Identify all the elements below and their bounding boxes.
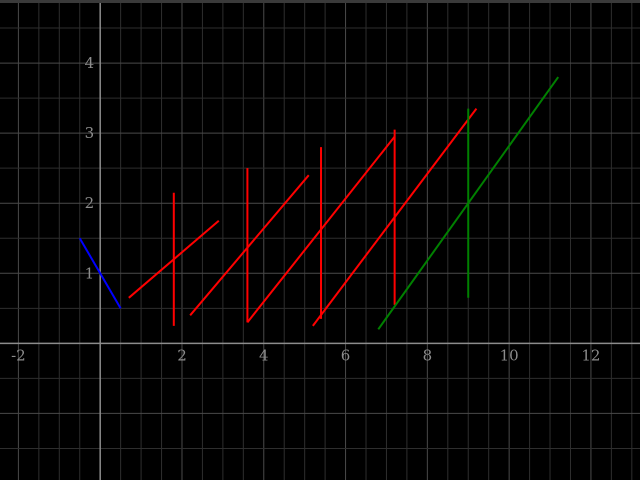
segments [78, 76, 560, 330]
y-tick-label: 4 [85, 54, 95, 72]
x-tick-label: 12 [581, 346, 600, 364]
x-tick-label: 4 [259, 346, 269, 364]
x-tick-label: 6 [341, 346, 351, 364]
y-tick-label: 2 [85, 194, 95, 212]
y-tick-label: 1 [85, 264, 95, 282]
x-tick-label: 2 [177, 346, 187, 364]
x-tick-label: 8 [423, 346, 433, 364]
y-tick-label: 3 [85, 124, 95, 142]
segment-line [189, 174, 310, 316]
x-tick-label: 10 [500, 346, 519, 364]
x-tick-label: -2 [11, 346, 26, 364]
top-border [0, 0, 640, 3]
segment-line [78, 237, 122, 309]
